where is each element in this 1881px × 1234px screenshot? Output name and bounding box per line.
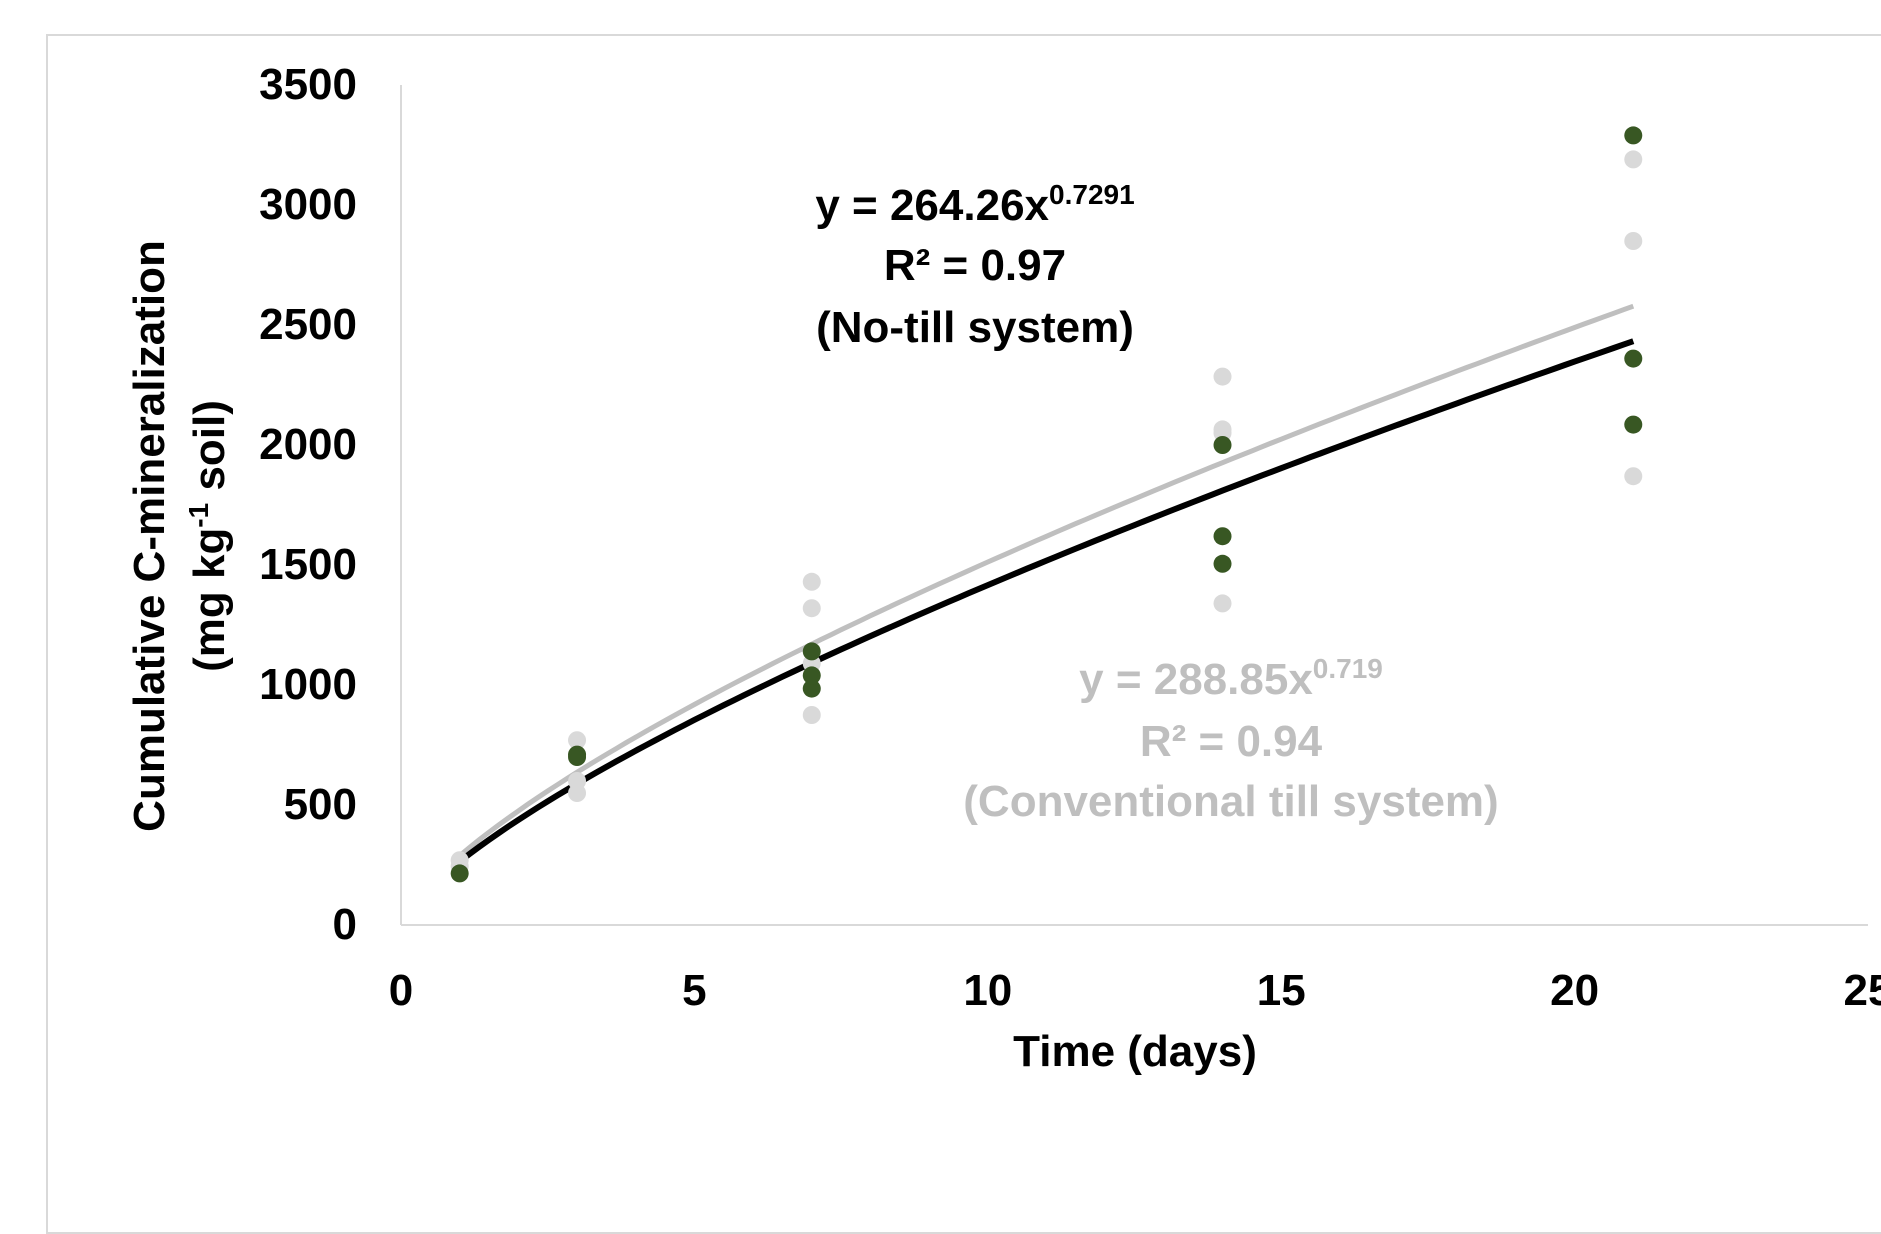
y-axis-title-units: (mg kg-1 soil): [183, 400, 234, 672]
r-squared-no-till: R² = 0.97: [884, 241, 1066, 290]
data-point-dark: [1213, 527, 1232, 546]
y-tick-label: 3000: [259, 180, 357, 229]
x-tick-label: 20: [1550, 966, 1599, 1015]
chart-svg: 0 500 1000 1500 2000 2500 3000 3500 0 5 10 15 20 25 y…: [125, 60, 1881, 1076]
equation-base: y = 288.85x: [1079, 655, 1313, 704]
y-tick-label: 2000: [259, 420, 357, 469]
data-point-dark: [802, 679, 821, 698]
data-point-light: [1624, 467, 1643, 486]
data-point-light: [802, 572, 821, 591]
data-point-dark: [1213, 436, 1232, 454]
data-point-light: [568, 772, 587, 790]
x-tick-label: 10: [963, 966, 1012, 1015]
data-point-light: [802, 599, 821, 618]
data-point-light: [1624, 232, 1643, 250]
data-points: [450, 126, 1643, 883]
system-label-conventional: (Conventional till system): [963, 777, 1498, 826]
data-point-dark: [568, 745, 587, 764]
trendline-no-till: [457, 338, 1635, 864]
data-point-dark: [802, 666, 821, 685]
trend-lines: [457, 303, 1635, 864]
r-squared-conventional: R² = 0.94: [1140, 717, 1323, 766]
equation-base: y = 264.26x: [815, 181, 1049, 230]
y-tick-label: 0: [333, 900, 357, 949]
x-tick-label: 15: [1257, 966, 1306, 1015]
data-point-dark: [1213, 554, 1232, 573]
data-point-light: [802, 706, 821, 724]
data-point-light: [1213, 594, 1232, 613]
data-point-dark: [802, 642, 821, 661]
trendline-equation-no-till: y = 264.26x0.7291: [815, 179, 1134, 230]
data-point-light: [1213, 420, 1232, 439]
trendline-conventional: [458, 303, 1635, 858]
system-label-no-till: (No-till system): [816, 303, 1134, 352]
equation-exponent: 0.7291: [1049, 179, 1135, 210]
data-point-light: [1624, 150, 1643, 169]
equation-exponent: 0.719: [1313, 653, 1383, 684]
axes: 0 500 1000 1500 2000 2500 3000 3500 0 5 10 15 20 25: [259, 60, 1881, 1015]
data-point-light: [568, 731, 587, 750]
data-point-dark: [1624, 126, 1643, 145]
y-units-suffix: soil): [185, 400, 234, 503]
y-axis-title-line1: Cumulative C-mineralization: [125, 240, 174, 832]
trendline-equation-conventional: y = 288.85x0.719: [1079, 653, 1383, 704]
data-point-light: [450, 851, 469, 870]
y-tick-label: 500: [284, 780, 357, 829]
data-point-dark: [450, 864, 469, 883]
x-tick-label: 25: [1844, 966, 1881, 1015]
chart-frame: 0 500 1000 1500 2000 2500 3000 3500 0 5 10 15 20 25 y…: [46, 34, 1881, 1234]
y-axis-title: Cumulative C-mineralization (mg kg-1 soi…: [125, 240, 234, 832]
data-point-dark: [1624, 415, 1643, 434]
y-tick-label: 2500: [259, 300, 357, 349]
y-tick-label: 1000: [259, 660, 357, 709]
y-tick-label: 3500: [259, 60, 357, 109]
data-point-dark: [1624, 349, 1643, 368]
x-axis-title: Time (days): [1013, 1027, 1257, 1076]
data-point-light: [1213, 367, 1232, 386]
y-units-prefix: (mg kg: [185, 528, 234, 672]
x-tick-label: 5: [682, 966, 706, 1015]
x-tick-label: 0: [389, 966, 413, 1015]
y-tick-label: 1500: [259, 540, 357, 589]
y-units-superscript: -1: [183, 503, 214, 528]
